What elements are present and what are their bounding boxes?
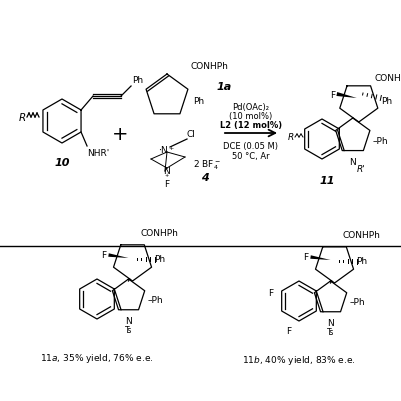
Text: –Ph: –Ph: [372, 136, 387, 145]
Polygon shape: [336, 93, 356, 99]
Text: Ph: Ph: [154, 255, 165, 264]
Text: DCE (0.05 M): DCE (0.05 M): [223, 142, 278, 151]
Text: CONHPh: CONHPh: [140, 229, 178, 237]
Text: R: R: [19, 113, 26, 123]
Text: (10 mol%): (10 mol%): [229, 112, 272, 121]
Text: F: F: [164, 180, 169, 188]
Text: Ts: Ts: [326, 327, 333, 336]
Text: F: F: [286, 326, 291, 335]
Text: F: F: [329, 90, 334, 99]
Text: –Ph: –Ph: [349, 298, 364, 307]
Text: CONHPh: CONHPh: [342, 231, 379, 239]
Polygon shape: [310, 255, 330, 260]
Text: –Ph: –Ph: [147, 296, 163, 305]
Text: R: R: [287, 133, 293, 142]
Text: Ph: Ph: [132, 76, 143, 85]
Text: Ts: Ts: [125, 325, 132, 334]
Text: CONHPh: CONHPh: [374, 74, 401, 83]
Text: +: +: [111, 124, 128, 143]
Text: N: N: [348, 158, 355, 166]
Text: F: F: [267, 289, 272, 298]
Text: 2 BF$_4^-$: 2 BF$_4^-$: [192, 158, 220, 171]
Text: F: F: [101, 251, 106, 260]
Text: 4: 4: [200, 172, 208, 182]
Text: 1a: 1a: [217, 82, 232, 92]
Text: 11: 11: [318, 176, 334, 186]
Text: N: N: [326, 318, 333, 327]
Text: F: F: [303, 253, 308, 262]
Text: NHR': NHR': [87, 149, 109, 158]
Text: Cl: Cl: [186, 130, 195, 139]
Text: Ph: Ph: [356, 257, 367, 266]
Text: CONHPh: CONHPh: [190, 62, 228, 71]
Text: 10: 10: [54, 158, 70, 168]
Text: Ph: Ph: [192, 96, 204, 105]
Text: R': R': [356, 164, 365, 174]
Text: $^+$: $^+$: [162, 174, 169, 180]
Text: Pd(OAc)₂: Pd(OAc)₂: [232, 103, 269, 112]
Text: $\mathbf{\mathit{11b}}$, 40% yield, 83% e.e.: $\mathbf{\mathit{11b}}$, 40% yield, 83% …: [241, 353, 355, 366]
Text: N: N: [163, 167, 170, 176]
Polygon shape: [108, 254, 128, 258]
Text: Ph: Ph: [380, 96, 391, 105]
Text: L2 (12 mol%): L2 (12 mol%): [219, 121, 282, 130]
Text: N: N: [125, 316, 132, 325]
Text: $\cdot$N$^+$: $\cdot$N$^+$: [158, 144, 175, 156]
Text: $\mathbf{\mathit{11a}}$, 35% yield, 76% e.e.: $\mathbf{\mathit{11a}}$, 35% yield, 76% …: [40, 351, 153, 364]
Text: 50 °C, Ar: 50 °C, Ar: [232, 152, 269, 160]
